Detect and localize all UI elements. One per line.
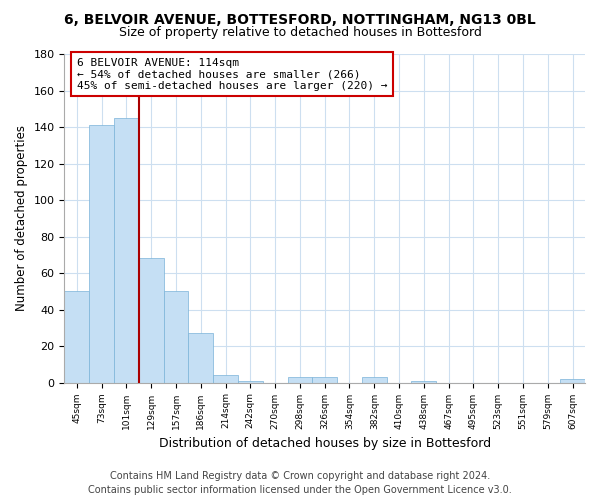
Bar <box>287 377 313 382</box>
Bar <box>313 377 337 382</box>
Bar <box>89 125 114 382</box>
Bar <box>362 377 386 382</box>
Text: Contains HM Land Registry data © Crown copyright and database right 2024.
Contai: Contains HM Land Registry data © Crown c… <box>88 471 512 495</box>
Text: Size of property relative to detached houses in Bottesford: Size of property relative to detached ho… <box>119 26 481 39</box>
Bar <box>114 118 139 382</box>
Text: 6, BELVOIR AVENUE, BOTTESFORD, NOTTINGHAM, NG13 0BL: 6, BELVOIR AVENUE, BOTTESFORD, NOTTINGHA… <box>64 12 536 26</box>
Bar <box>139 258 164 382</box>
Bar <box>238 380 263 382</box>
Bar <box>164 292 188 382</box>
Bar <box>64 292 89 382</box>
X-axis label: Distribution of detached houses by size in Bottesford: Distribution of detached houses by size … <box>158 437 491 450</box>
Y-axis label: Number of detached properties: Number of detached properties <box>15 126 28 312</box>
Bar <box>213 376 238 382</box>
Bar <box>560 379 585 382</box>
Text: 6 BELVOIR AVENUE: 114sqm
← 54% of detached houses are smaller (266)
45% of semi-: 6 BELVOIR AVENUE: 114sqm ← 54% of detach… <box>77 58 387 91</box>
Bar <box>188 334 213 382</box>
Bar <box>412 380 436 382</box>
